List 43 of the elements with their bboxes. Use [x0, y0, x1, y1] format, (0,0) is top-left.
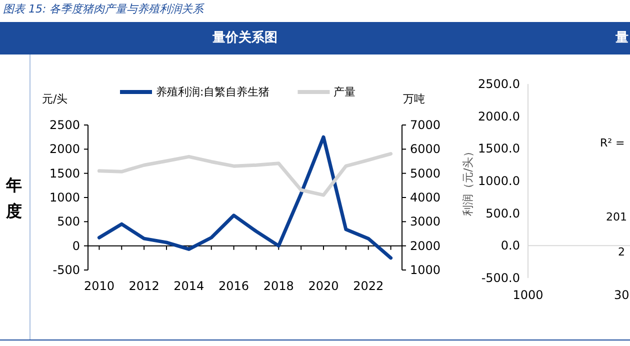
y2-tick-label: 5000	[410, 166, 441, 180]
y-tick-label: 2000	[49, 142, 80, 156]
annotation: R² =	[600, 136, 625, 150]
legend-label: 产量	[334, 86, 356, 98]
y-tick-label: 2000.0	[478, 109, 520, 124]
y2-tick-label: 4000	[410, 190, 441, 204]
x-tick-label: 30	[614, 288, 630, 302]
annotation: 2	[618, 246, 625, 258]
y-tick-label: 500.0	[486, 206, 520, 220]
annotation: 201	[606, 210, 627, 224]
y2-tick-label: 7000	[410, 118, 441, 132]
y-tick-label: 1500	[49, 166, 80, 180]
y-tick-label: 2500.0	[478, 77, 520, 91]
chart-title: 图表 15: 各季度猪肉产量与养殖利润关系	[3, 2, 205, 16]
y-axis-title: 利润（元/头）	[462, 146, 474, 216]
y2-axis-title: 万吨	[403, 92, 425, 106]
x-tick-label: 2010	[84, 279, 114, 293]
y2-tick-label: 3000	[410, 214, 441, 229]
y2-tick-label: 2000	[410, 238, 441, 253]
y-tick-label: 500	[57, 214, 80, 229]
y2-tick-label: 6000	[410, 142, 441, 156]
chart-subtitle: 量价关系图	[212, 30, 278, 46]
text: 年度	[5, 176, 22, 220]
x-tick-label: 2020	[308, 279, 339, 293]
x-tick-label: 2016	[218, 279, 250, 293]
x-tick-label: 2012	[128, 279, 160, 293]
y-tick-label: 1500.0	[478, 142, 520, 156]
line-series	[97, 152, 393, 197]
y-tick-label: -500	[52, 263, 80, 277]
y-tick-label: 2500	[49, 118, 80, 132]
y-tick-label: 0	[72, 238, 80, 253]
legend-label: 养殖利润:自繁自养生猪	[156, 86, 270, 98]
y-tick-label: 0.0	[500, 238, 520, 253]
x-tick-label: 2014	[174, 279, 204, 293]
y2-tick-label: 1000	[410, 263, 441, 277]
chart-subtitle: 量	[614, 30, 628, 46]
y-tick-label: 1000.0	[478, 174, 520, 188]
y-tick-label: -500.0	[481, 271, 520, 285]
x-tick-label: 2018	[263, 279, 294, 293]
y-tick-label: 1000	[49, 190, 80, 204]
x-tick-label: 2022	[353, 279, 384, 293]
y-axis-title: 元/头	[42, 92, 68, 106]
line-series	[97, 135, 393, 260]
